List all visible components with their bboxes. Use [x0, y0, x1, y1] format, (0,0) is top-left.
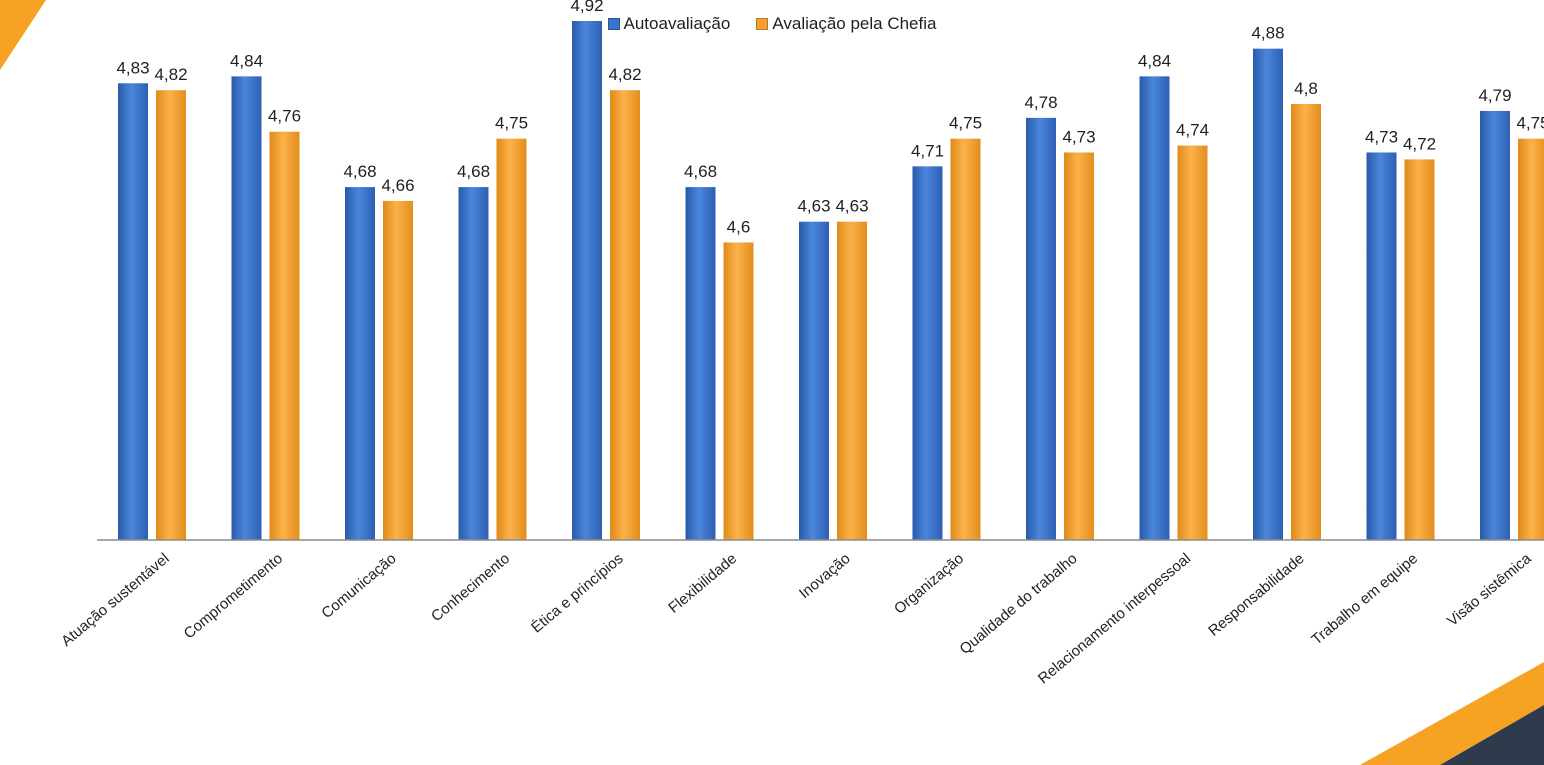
value-label-chefia: 4,76: [268, 107, 301, 126]
value-label-autoavaliacao: 4,71: [911, 141, 944, 160]
bar-chefia: [837, 221, 867, 540]
legend-label-autoavaliacao: Autoavaliação: [623, 14, 731, 33]
value-label-chefia: 4,66: [381, 176, 414, 195]
corner-accent-bottom-right-dark: [1440, 705, 1544, 765]
bar-chefia: [723, 242, 754, 540]
value-label-chefia: 4,6: [727, 217, 751, 236]
value-label-chefia: 4,75: [495, 114, 528, 133]
value-label-autoavaliacao: 4,92: [570, 0, 603, 15]
value-label-autoavaliacao: 4,68: [343, 162, 376, 181]
category-labels-layer: Atuação sustentável Comprometimento Comuni…: [58, 550, 1535, 688]
category-label: Responsabilidade: [1205, 550, 1307, 640]
category-label: Comunicação: [318, 550, 399, 622]
value-labels-layer: 4,83 4,82 4,84 4,76 4,68 4,66 4,68 4,75 4,92 4,82…: [116, 0, 1544, 236]
bar-chefia: [1404, 159, 1435, 540]
value-label-chefia: 4,82: [154, 65, 187, 84]
category-label: Organização: [891, 550, 967, 618]
bar-autoavaliacao: [1253, 48, 1283, 541]
value-label-autoavaliacao: 4,79: [1478, 86, 1511, 105]
value-label-chefia: 4,74: [1176, 121, 1209, 140]
value-label-chefia: 4,63: [835, 197, 868, 216]
bar-chefia: [156, 90, 186, 540]
value-label-autoavaliacao: 4,63: [797, 197, 830, 216]
bar-autoavaliacao: [572, 21, 602, 540]
value-label-autoavaliacao: 4,68: [684, 162, 717, 181]
bar-autoavaliacao: [1139, 76, 1170, 541]
legend-swatch-autoavaliacao: [607, 18, 620, 30]
value-label-chefia: 4,73: [1062, 127, 1095, 146]
category-label: Qualidade do trabalho: [957, 550, 1081, 658]
bar-chefia: [950, 138, 981, 540]
legend-item-autoavaliacao: Autoavaliação: [607, 14, 731, 34]
corner-accent-bottom-right-orange: [1360, 662, 1544, 765]
value-label-autoavaliacao: 4,88: [1251, 24, 1284, 43]
bar-chefia: [383, 200, 413, 541]
category-label: Atuação sustentável: [58, 550, 172, 650]
bar-autoavaliacao: [799, 221, 829, 540]
value-label-chefia: 4,75: [949, 114, 982, 133]
legend-label-chefia: Avaliação pela Chefia: [772, 14, 937, 33]
category-label: Ética e princípios: [528, 550, 626, 636]
value-label-autoavaliacao: 4,73: [1365, 127, 1398, 146]
category-label: Visão sistêmica: [1444, 550, 1535, 630]
value-label-autoavaliacao: 4,84: [230, 51, 263, 70]
bar-autoavaliacao: [118, 83, 148, 540]
bar-autoavaliacao: [1366, 152, 1397, 541]
value-label-chefia: 4,72: [1403, 134, 1436, 153]
bar-autoavaliacao: [345, 187, 375, 540]
value-label-autoavaliacao: 4,84: [1138, 51, 1171, 70]
bar-autoavaliacao: [458, 187, 489, 540]
value-label-chefia: 4,75: [1516, 114, 1544, 133]
bar-autoavaliacao: [231, 76, 262, 541]
legend-swatch-chefia: [756, 18, 769, 30]
bar-autoavaliacao: [912, 166, 943, 540]
bar-autoavaliacao: [685, 187, 716, 540]
corner-accent-top-left: [0, 0, 46, 70]
bar-chefia: [610, 90, 640, 540]
category-label: Flexibilidade: [665, 550, 740, 617]
chart-legend: Autoavaliação Avaliação pela Chefia: [0, 14, 1544, 34]
bar-chefia: [1518, 138, 1544, 540]
bar-chefia: [1291, 104, 1321, 540]
bar-chefia: [1064, 152, 1094, 541]
category-label: Conhecimento: [428, 550, 513, 625]
bar-autoavaliacao: [1026, 117, 1056, 540]
category-label: Trabalho em equipe: [1308, 550, 1421, 648]
category-label: Comprometimento: [181, 550, 286, 642]
bar-chefia: [269, 131, 300, 540]
bar-chefia: [1177, 145, 1208, 540]
value-label-chefia: 4,82: [608, 65, 641, 84]
bars-layer: [118, 21, 1544, 541]
value-label-autoavaliacao: 4,78: [1024, 93, 1057, 112]
legend-item-chefia: Avaliação pela Chefia: [756, 14, 936, 34]
value-label-autoavaliacao: 4,83: [116, 58, 149, 77]
value-label-chefia: 4,8: [1294, 79, 1318, 98]
bar-chefia: [496, 138, 527, 540]
category-label: Inovação: [796, 550, 854, 602]
bar-autoavaliacao: [1480, 110, 1510, 541]
value-label-autoavaliacao: 4,68: [457, 162, 490, 181]
